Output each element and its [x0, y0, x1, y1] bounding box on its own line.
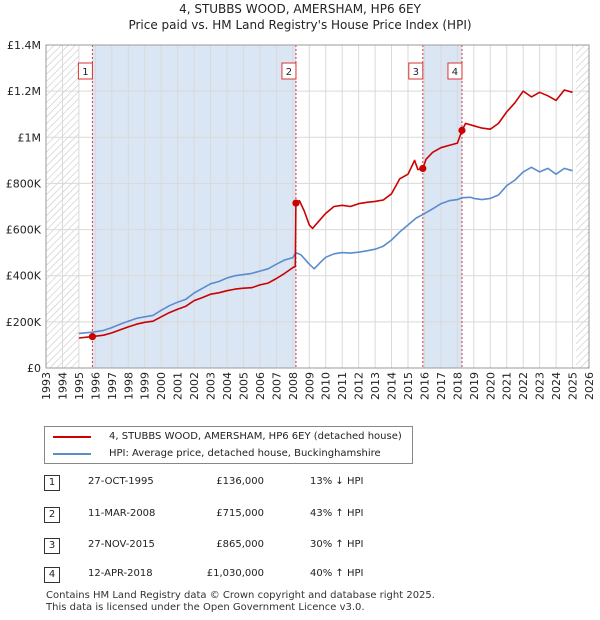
x-tick-label: 2001 [172, 372, 185, 400]
sale-hpi-diff: 40% ↑ HPI [310, 568, 364, 579]
sale-row: 1 27-OCT-1995 £136,000 13% ↓ HPI [44, 473, 404, 493]
x-tick-label: 2014 [386, 372, 399, 400]
x-tick-label: 1999 [139, 372, 152, 400]
x-tick-label: 2004 [221, 372, 234, 400]
sale-date: 27-NOV-2015 [88, 539, 155, 550]
series-line-hpi [78, 166, 573, 335]
x-tick-label: 2003 [205, 372, 218, 400]
footer-copyright: Contains HM Land Registry data © Crown c… [46, 590, 435, 601]
sale-row: 4 12-APR-2018 £1,030,000 40% ↑ HPI [44, 565, 404, 585]
x-tick-label: 2025 [567, 372, 580, 400]
x-tick-label: 2016 [418, 372, 431, 400]
x-tick-label: 1995 [73, 372, 86, 400]
x-tick-label: 2026 [583, 372, 596, 400]
x-tick-label: 2019 [468, 372, 481, 400]
x-tick-label: 1998 [122, 372, 135, 400]
shaded-range [422, 45, 462, 368]
y-tick-label: £1M [18, 131, 42, 144]
sale-point [88, 333, 97, 341]
y-tick-label: £400K [6, 270, 42, 283]
sale-number-badge: 1 [44, 475, 60, 491]
sale-label-box [447, 62, 463, 80]
x-tick-label: 1993 [40, 372, 53, 400]
x-tick-label: 2010 [320, 372, 333, 400]
sale-point [419, 164, 427, 173]
price-chart: 1 2 3 4 £0 £200K £400K £600K £800K £1M £1.2M £1.4M 1… [6, 39, 596, 400]
x-tick-label: 1996 [89, 372, 102, 400]
chart-subtitle: Price paid vs. HM Land Registry's House … [128, 18, 472, 32]
sale-price: £865,000 [216, 539, 264, 550]
x-tick-label: 2005 [237, 372, 250, 400]
y-tick-label: £0 [27, 362, 41, 375]
x-tick-label: 2018 [451, 372, 464, 400]
x-tick-label: 2002 [188, 372, 201, 400]
x-tick-label: 1997 [106, 372, 119, 400]
sale-number-badge: 3 [44, 538, 60, 554]
legend-swatch-property [53, 436, 91, 438]
sale-row: 3 27-NOV-2015 £865,000 30% ↑ HPI [44, 536, 404, 556]
sale-label-box [281, 62, 297, 80]
sale-date: 27-OCT-1995 [88, 476, 154, 487]
x-tick-label: 2017 [435, 372, 448, 400]
series-line-property [78, 89, 573, 339]
sale-row: 2 11-MAR-2008 £715,000 43% ↑ HPI [44, 505, 404, 525]
sale-hpi-diff: 43% ↑ HPI [310, 508, 364, 519]
sale-number-badge: 4 [44, 567, 60, 583]
y-tick-label: £1.2M [7, 85, 41, 98]
x-tick-label: 2020 [484, 372, 497, 400]
x-tick-label: 2021 [501, 372, 514, 400]
x-tick-label: 2000 [155, 372, 168, 400]
sale-date: 12-APR-2018 [88, 568, 153, 579]
x-tick-label: 2007 [270, 372, 283, 400]
sale-price: £1,030,000 [206, 568, 264, 579]
sale-label-box [408, 62, 424, 80]
sale-hpi-diff: 13% ↓ HPI [310, 476, 364, 487]
sale-point [458, 126, 466, 134]
x-tick-label: 2009 [303, 372, 316, 400]
x-tick-label: 2012 [353, 372, 366, 400]
y-tick-label: £600K [6, 224, 42, 237]
sale-number-badge: 2 [44, 507, 60, 523]
sale-label: 1 [82, 67, 88, 78]
x-tick-label: 2024 [550, 372, 563, 400]
footer-licence: This data is licensed under the Open Gov… [46, 602, 365, 613]
y-tick-label: £800K [6, 177, 42, 190]
y-tick-label: £1.4M [7, 39, 41, 52]
sale-price: £136,000 [216, 476, 264, 487]
sale-label: 2 [286, 67, 292, 78]
sale-point [292, 199, 300, 207]
x-tick-label: 2011 [336, 372, 349, 400]
x-tick-label: 2008 [287, 372, 300, 400]
x-tick-label: 2006 [254, 372, 267, 400]
plot-border [45, 44, 590, 369]
sale-label-box [77, 62, 93, 80]
chart-title: 4, STUBBS WOOD, AMERSHAM, HP6 6EY [179, 2, 421, 16]
x-tick-label: 2023 [534, 372, 547, 400]
hatch-region-after [575, 45, 589, 368]
legend: 4, STUBBS WOOD, AMERSHAM, HP6 6EY (detac… [44, 426, 413, 464]
legend-swatch-hpi [53, 453, 91, 455]
x-tick-label: 1994 [56, 372, 69, 400]
x-tick-label: 2015 [402, 372, 415, 400]
sale-price: £715,000 [216, 508, 264, 519]
sale-hpi-diff: 30% ↑ HPI [310, 539, 364, 550]
legend-label-hpi: HPI: Average price, detached house, Buck… [109, 448, 381, 459]
sale-date: 11-MAR-2008 [88, 508, 156, 519]
x-tick-label: 2013 [369, 372, 382, 400]
x-tick-label: 2022 [517, 372, 530, 400]
sale-label: 3 [413, 67, 419, 78]
y-tick-label: £200K [6, 316, 42, 329]
legend-label-property: 4, STUBBS WOOD, AMERSHAM, HP6 6EY (detac… [109, 431, 402, 442]
sale-label: 4 [452, 67, 458, 78]
